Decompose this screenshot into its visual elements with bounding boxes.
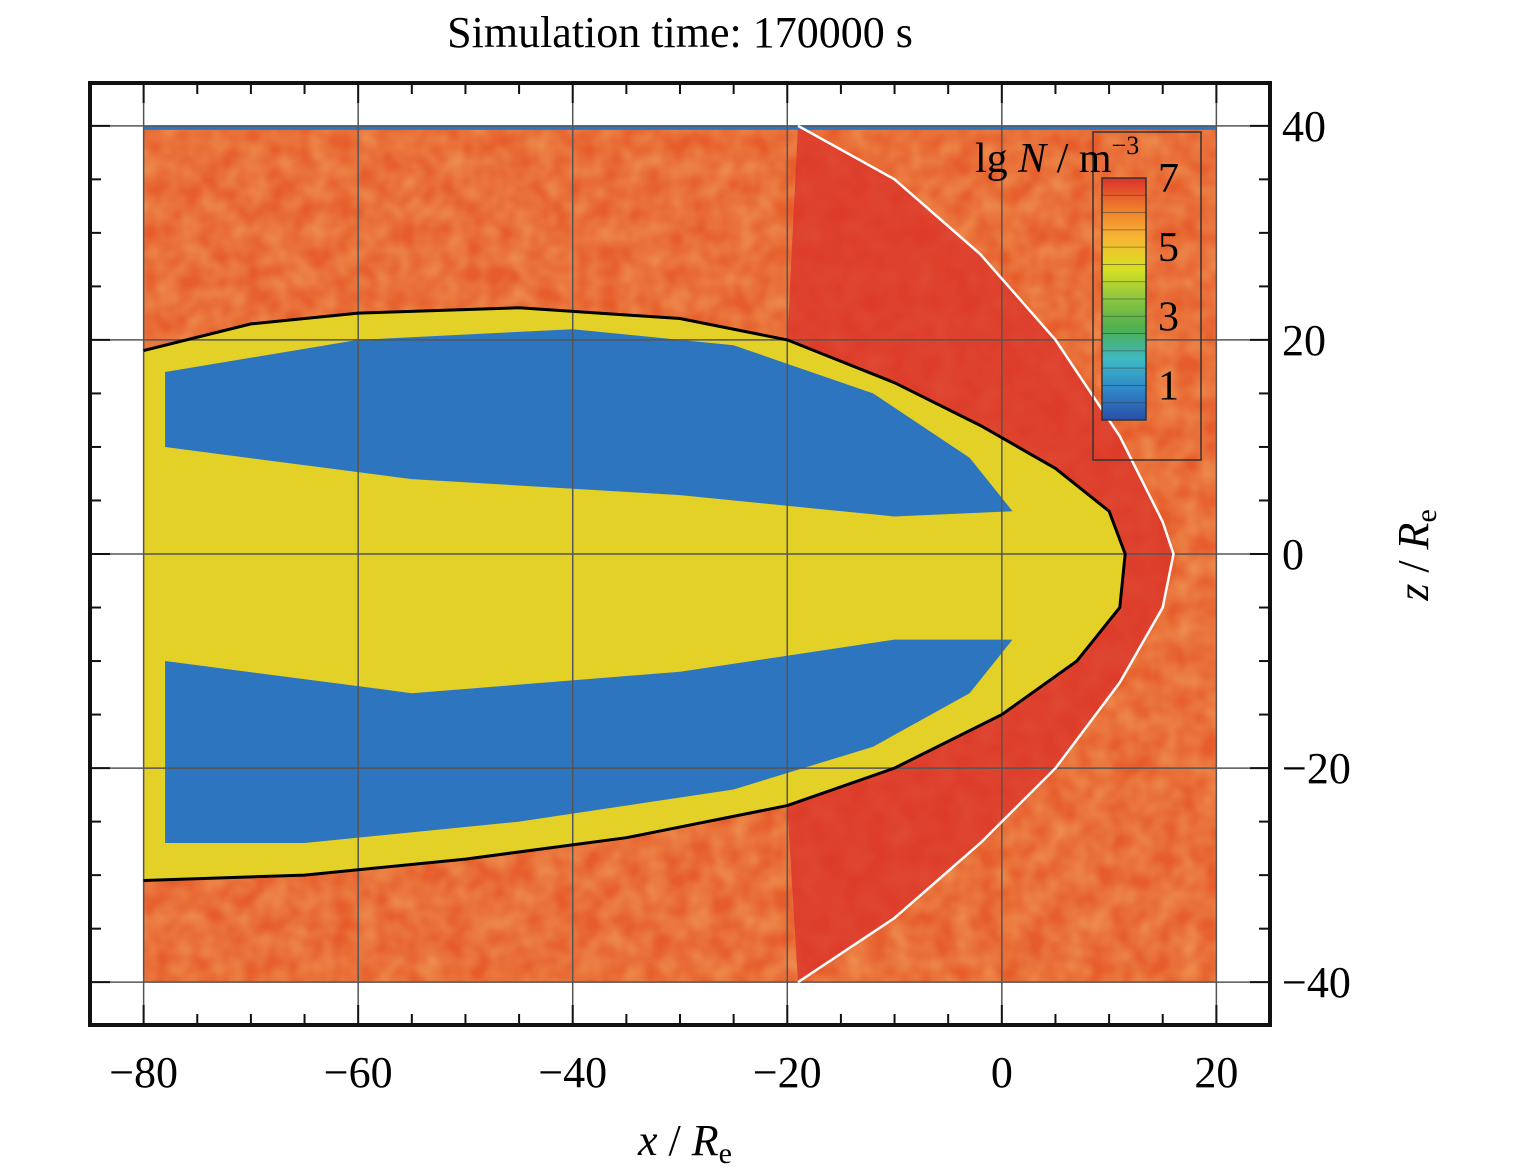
chart-title: Simulation time: 170000 s: [447, 8, 913, 57]
magnetopause-line: [143, 306, 1127, 882]
x-axis-label: x / Re: [637, 1116, 732, 1170]
colorbar-box: [1092, 131, 1202, 461]
north-lobe-region: [165, 329, 1013, 517]
plot-area: −80 −60 −40 −20 0 20 40 20 0 −20 −40: [88, 81, 1351, 1097]
y-tick-label: 20: [1282, 316, 1326, 365]
y-tick-label: −20: [1282, 744, 1351, 793]
y-tick-label: 0: [1282, 530, 1304, 579]
colorbar: 7 5 3 1 lg N / m−3: [975, 131, 1202, 461]
colorbar-tick-label: 7: [1158, 156, 1179, 202]
boundary-row: [143, 125, 1217, 130]
south-lobe-region: [165, 639, 1013, 843]
y-tick-label: 40: [1282, 102, 1326, 151]
colorbar-tick-label: 3: [1158, 294, 1179, 340]
colorbar-tick-label: 5: [1158, 225, 1179, 271]
x-tick-label: 20: [1194, 1048, 1238, 1097]
x-tick-label: −40: [538, 1048, 607, 1097]
bow-shock-line: [797, 124, 1175, 984]
x-tick-label: 0: [991, 1048, 1013, 1097]
x-tick-label: −20: [753, 1048, 822, 1097]
colorbar-tick-label: 1: [1158, 363, 1179, 409]
x-tick-label: −80: [109, 1048, 178, 1097]
colorbar-title: lg N / m−3: [975, 131, 1139, 182]
x-tick-label: −60: [324, 1048, 393, 1097]
y-axis-label: z / Re: [1389, 509, 1443, 602]
y-tick-label: −40: [1282, 958, 1351, 1007]
grid: [90, 83, 1270, 1025]
